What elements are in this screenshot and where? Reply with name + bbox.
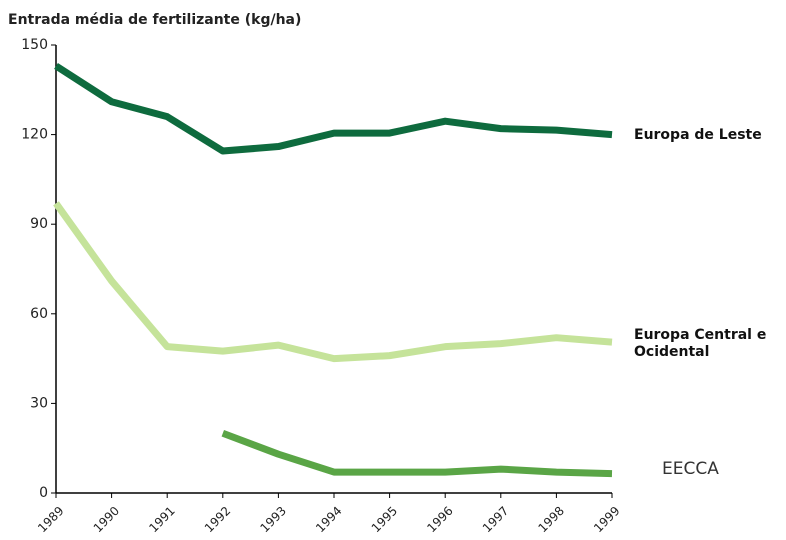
x-tick-label: 1997 [480, 504, 511, 535]
x-tick-label: 1991 [146, 504, 177, 535]
y-tick-label: 0 [39, 485, 48, 501]
x-tick-label: 1998 [535, 504, 566, 535]
x-tick-label: 1993 [257, 504, 288, 535]
y-tick-label: 30 [30, 395, 48, 411]
y-tick-label: 120 [21, 127, 48, 143]
series-label: Europa de Leste [634, 127, 762, 143]
x-tick-label: 1996 [424, 504, 455, 535]
x-tick-label: 1994 [313, 504, 344, 535]
series-line [53, 201, 613, 363]
x-tick-label: 1990 [91, 504, 122, 535]
y-tick-label: 90 [30, 216, 48, 232]
x-tick-label: 1992 [202, 504, 233, 535]
series-label: Europa Central e Ocidental [634, 327, 767, 360]
y-tick-label: 60 [30, 306, 48, 322]
y-tick-label: 150 [21, 37, 48, 53]
chart-title: Entrada média de fertilizante (kg/ha) [8, 12, 301, 28]
x-tick-label: 1995 [369, 504, 400, 535]
series-line [54, 62, 613, 155]
x-tick-label: 1999 [591, 504, 622, 535]
series-line [221, 429, 613, 478]
series-label: EECCA [662, 459, 719, 479]
x-tick-label: 1989 [35, 504, 66, 535]
